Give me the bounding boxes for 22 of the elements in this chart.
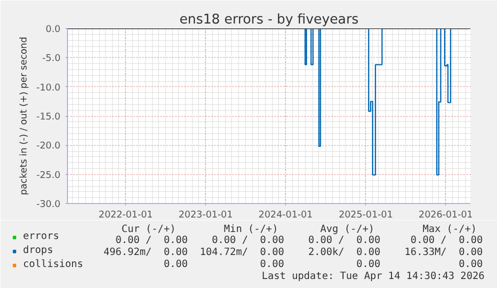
text: 0.00 / 0.00 0.00 / 0.00 0.00 / 0.00 0.00 / 0.00 [104,235,483,246]
chart-title: ens18 errors - by fiveyears [179,12,359,28]
x-tick-label: 2025-01-01 [338,210,393,220]
text: 0.00 0.00 0.00 0.00 [104,259,483,270]
text: 496.92m/ 0.00 104.72m/ 0.00 2.00k/ 0.00 16.33M/ 0.00 [104,247,483,258]
legend-label: drops [23,245,54,256]
x-tick-label: 2022-01-01 [98,210,153,220]
legend-label: errors [23,231,60,242]
text: Last update: Tue Apr 14 14:30:43 2026 [262,271,485,282]
x-tick-label: 2026-01-01 [418,210,473,220]
y-tick-label: -5.0 [42,53,61,64]
x-tick-label: 2023-01-01 [178,210,233,220]
y-tick-label: -10.0 [36,82,61,94]
y-tick-label: -25.0 [36,170,61,181]
y-tick-label: -30.0 [36,199,61,210]
y-tick-label: -20.0 [36,140,61,152]
y-axis-title: packets in (-) / out (+) per second [18,36,30,196]
x-tick-label: 2024-01-01 [258,210,313,220]
legend-label: collisions [23,259,84,270]
y-tick-label: -15.0 [36,112,61,122]
text: Cur (-/+) Min (-/+) Avg (-/+) Max (-/+) [104,224,477,235]
y-tick-label: 0.0 [46,24,61,35]
